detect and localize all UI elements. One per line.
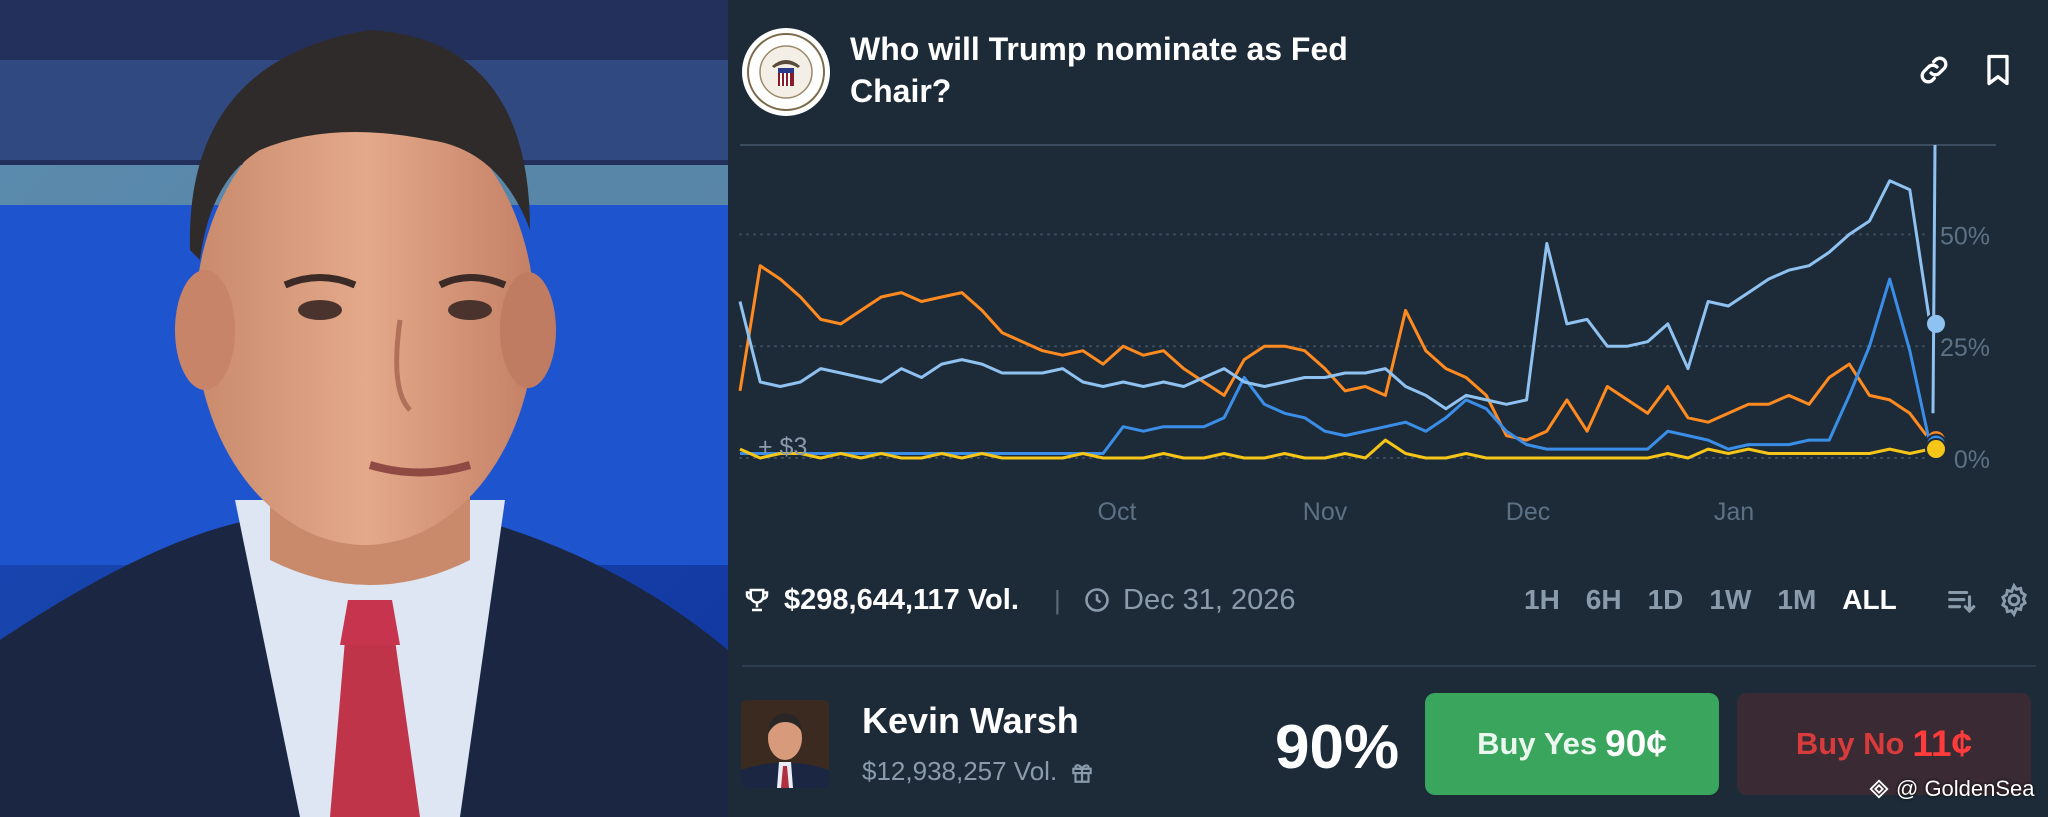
- link-icon[interactable]: [1916, 52, 1952, 88]
- y-tick-label: 0%: [1954, 446, 1990, 474]
- end-date: Dec 31, 2026: [1083, 580, 1296, 620]
- watermark-text: @ GoldenSea: [1896, 776, 2035, 801]
- trophy-icon: [745, 588, 769, 612]
- y-tick-label: 25%: [1940, 334, 1990, 362]
- bookmark-icon[interactable]: [1980, 52, 2016, 88]
- news-photo: [0, 0, 728, 817]
- range-1h[interactable]: 1H: [1524, 584, 1560, 615]
- buy-yes-label: Buy Yes: [1477, 726, 1598, 761]
- x-tick-label: Oct: [1098, 498, 1137, 526]
- price-history-chart: 50% 25% 0% Oct Nov Dec Jan + $3: [738, 144, 1996, 526]
- x-tick-label: Dec: [1506, 498, 1550, 526]
- candidate-avatar: [741, 700, 829, 788]
- market-title: Who will Trump nominate as Fed Chair?: [850, 31, 1348, 109]
- market-panel: Who will Trump nominate as Fed Chair? 50…: [728, 0, 2048, 817]
- gear-icon[interactable]: [1996, 582, 2032, 618]
- y-tick-label: 50%: [1940, 222, 1990, 250]
- divider: [742, 665, 2036, 667]
- range-1w[interactable]: 1W: [1709, 584, 1752, 615]
- series-end-marker: [1925, 438, 1947, 461]
- buy-no-label: Buy No: [1795, 726, 1905, 761]
- series-line: [740, 277, 1932, 455]
- series-spike: [1931, 144, 1937, 414]
- range-all[interactable]: ALL: [1842, 584, 1897, 615]
- x-tick-label: Jan: [1714, 498, 1754, 526]
- range-6h[interactable]: 6H: [1585, 584, 1622, 615]
- separator: |: [1054, 584, 1061, 615]
- candidate-probability: 90%: [1275, 713, 1400, 782]
- range-1d[interactable]: 1D: [1647, 584, 1684, 615]
- end-date-text: Dec 31, 2026: [1123, 583, 1296, 616]
- candidate-volume: $12,938,257 Vol.: [862, 756, 1095, 787]
- sort-icon[interactable]: [1944, 584, 1980, 620]
- clock-icon: [1085, 588, 1109, 612]
- buy-no-button[interactable]: Buy No 11¢: [1737, 693, 2031, 795]
- watermark: @ GoldenSea: [1868, 776, 2035, 802]
- series-line: [738, 264, 1932, 442]
- candidate-volume-text: $12,938,257 Vol.: [862, 756, 1058, 786]
- federal-reserve-seal-icon: [742, 28, 830, 116]
- chart-annotation: + $3: [758, 433, 807, 461]
- market-volume: $298,644,117 Vol.: [742, 580, 1019, 620]
- series-end-marker: [1925, 312, 1947, 335]
- time-range-selector: 1H 6H 1D 1W 1M ALL: [1524, 580, 1923, 620]
- gift-icon[interactable]: [1069, 759, 1095, 785]
- x-tick-label: Nov: [1303, 498, 1348, 526]
- diamond-logo-icon: [1869, 779, 1889, 799]
- buy-no-price: 11¢: [1912, 723, 1973, 764]
- buy-yes-button[interactable]: Buy Yes 90¢: [1425, 693, 1719, 795]
- candidate-name: Kevin Warsh: [862, 700, 1079, 741]
- volume-text: $298,644,117 Vol.: [784, 583, 1019, 616]
- series-line: [738, 179, 1932, 411]
- buy-yes-price: 90¢: [1605, 723, 1667, 764]
- range-1m[interactable]: 1M: [1777, 584, 1817, 615]
- series-line: [739, 438, 1931, 460]
